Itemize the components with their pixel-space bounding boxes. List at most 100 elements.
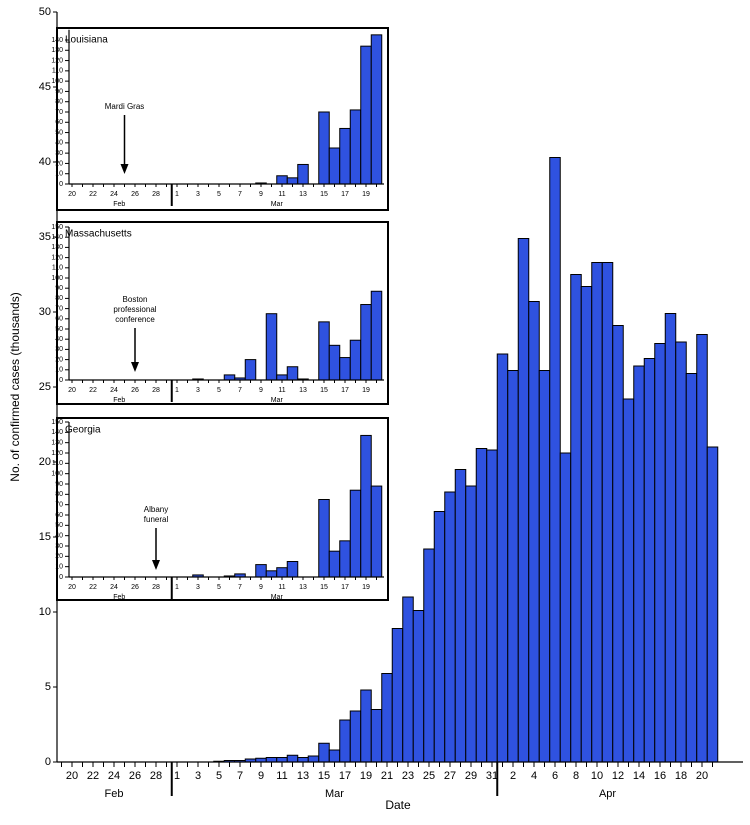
- bar: [370, 485, 383, 578]
- y-tick-label: 30: [39, 306, 51, 318]
- x-tick-label: 13: [299, 191, 307, 198]
- x-tick-label: 29: [465, 770, 477, 782]
- bar: [591, 262, 603, 763]
- bar: [381, 673, 393, 763]
- y-tick-label: 20: [55, 356, 63, 363]
- x-tick-label: 11: [278, 584, 285, 591]
- month-label: Feb: [113, 397, 125, 404]
- x-tick-label: 7: [238, 387, 242, 394]
- bar: [328, 147, 341, 185]
- y-tick-label: 10: [39, 606, 51, 618]
- y-tick-label: 20: [55, 553, 63, 560]
- x-tick-label: 24: [110, 191, 118, 198]
- x-tick-label: 8: [573, 770, 579, 782]
- bar: [412, 610, 425, 763]
- y-tick-label: 50: [55, 522, 63, 529]
- y-tick-label: 70: [55, 502, 63, 509]
- y-tick-label: 40: [55, 140, 63, 147]
- y-tick-label: 150: [51, 419, 63, 426]
- bar: [570, 274, 582, 763]
- bar: [685, 373, 698, 763]
- bar: [391, 628, 404, 763]
- y-tick-label: 140: [51, 429, 63, 436]
- x-tick-label: 5: [217, 387, 221, 394]
- y-tick-label: 100: [51, 78, 63, 85]
- x-tick-label: 28: [150, 770, 162, 782]
- bar: [286, 561, 299, 578]
- bar: [297, 163, 309, 185]
- x-tick-label: 31: [486, 770, 498, 782]
- annotation: conference: [115, 315, 155, 324]
- inset-title: Massachusetts: [65, 229, 132, 240]
- x-tick-label: 28: [152, 387, 160, 394]
- bar: [559, 452, 572, 763]
- y-tick-label: 10: [55, 171, 63, 178]
- bar: [339, 540, 351, 578]
- y-tick-label: 30: [55, 150, 63, 157]
- month-label: Mar: [271, 397, 284, 404]
- y-tick-label: 50: [55, 326, 63, 333]
- x-tick-label: 2: [510, 770, 516, 782]
- bar: [454, 469, 467, 763]
- x-tick-label: 14: [633, 770, 645, 782]
- bar: [349, 710, 362, 763]
- bar: [339, 127, 351, 185]
- bar: [265, 313, 278, 381]
- y-tick-label: 110: [52, 265, 63, 272]
- bar: [360, 434, 372, 578]
- y-tick-label: 60: [55, 119, 63, 126]
- y-tick-label: 50: [39, 6, 51, 18]
- x-tick-label: 26: [131, 191, 139, 198]
- bar: [517, 238, 530, 763]
- x-tick-label: 19: [360, 770, 372, 782]
- y-tick-label: 0: [59, 574, 63, 581]
- bar: [601, 262, 614, 763]
- annotation: Albany: [144, 505, 168, 514]
- x-tick-label: 19: [362, 584, 370, 591]
- bar: [475, 448, 488, 763]
- bar: [286, 754, 299, 763]
- y-tick-label: 120: [51, 57, 63, 64]
- x-tick-label: 9: [259, 387, 263, 394]
- y-tick-label: 50: [55, 129, 63, 136]
- x-tick-label: 24: [110, 584, 118, 591]
- x-tick-label: 22: [89, 191, 97, 198]
- x-tick-label: 22: [89, 584, 97, 591]
- y-tick-label: 40: [55, 336, 63, 343]
- bar: [349, 489, 362, 578]
- y-tick-label: 80: [55, 99, 63, 106]
- bar: [675, 341, 687, 763]
- y-tick-label: 35: [39, 231, 51, 243]
- month-label: Mar: [325, 788, 344, 800]
- x-tick-label: 28: [152, 584, 160, 591]
- y-axis-label: No. of confirmed cases (thousands): [8, 292, 22, 481]
- x-tick-label: 22: [89, 387, 97, 394]
- y-tick-label: 0: [59, 181, 63, 188]
- x-tick-label: 24: [110, 387, 118, 394]
- bar: [706, 446, 719, 763]
- x-tick-label: 20: [68, 191, 76, 198]
- x-tick-label: 13: [297, 770, 309, 782]
- y-tick-label: 20: [39, 456, 51, 468]
- bar: [486, 449, 498, 763]
- x-tick-label: 11: [276, 770, 287, 782]
- y-tick-label: 5: [45, 681, 51, 693]
- y-tick-label: 90: [55, 88, 63, 95]
- y-tick-label: 10: [55, 564, 63, 571]
- x-tick-label: 7: [237, 770, 243, 782]
- x-tick-label: 3: [196, 387, 200, 394]
- x-tick-label: 13: [299, 584, 307, 591]
- bar: [465, 485, 477, 763]
- bar: [276, 374, 288, 381]
- bar: [549, 157, 561, 763]
- y-tick-label: 90: [55, 481, 63, 488]
- month-label: Feb: [113, 201, 125, 208]
- y-tick-label: 25: [39, 381, 51, 393]
- y-tick-label: 70: [55, 305, 63, 312]
- x-tick-label: 28: [152, 191, 160, 198]
- bar: [664, 313, 677, 763]
- y-tick-label: 30: [55, 346, 63, 353]
- bar: [265, 757, 278, 763]
- y-tick-label: 0: [59, 377, 63, 384]
- bar: [622, 398, 635, 763]
